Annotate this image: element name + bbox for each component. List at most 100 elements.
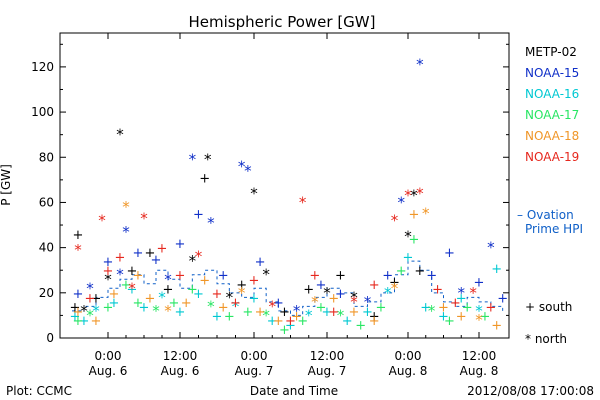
data-point-metp-02: * bbox=[404, 227, 412, 245]
data-point-metp-02: + bbox=[127, 264, 138, 279]
legend: METP-02 NOAA-15 NOAA-16 NOAA-17 NOAA-18 NOAA-… bbox=[525, 45, 579, 164]
data-point-metp-02: * bbox=[350, 288, 358, 306]
data-point-noaa-18: * bbox=[391, 279, 399, 297]
data-point-noaa-19: + bbox=[212, 287, 223, 302]
data-point-noaa-19: + bbox=[103, 264, 114, 279]
data-point-noaa-16: * bbox=[158, 288, 166, 306]
data-point-noaa-16: + bbox=[342, 314, 353, 329]
data-point-noaa-16: * bbox=[475, 302, 483, 320]
data-point-noaa-19: * bbox=[469, 284, 477, 302]
data-point-noaa-15: + bbox=[497, 291, 508, 306]
data-point-noaa-15: * bbox=[122, 223, 130, 241]
data-point-noaa-16: + bbox=[491, 262, 502, 277]
data-point-noaa-16: * bbox=[305, 306, 313, 324]
data-point-noaa-17: + bbox=[279, 323, 290, 338]
data-point-noaa-17: + bbox=[187, 282, 198, 297]
data-point-noaa-18: + bbox=[491, 318, 502, 333]
data-point-metp-02: + bbox=[163, 282, 174, 297]
data-point-noaa-16: + bbox=[456, 291, 467, 306]
data-point-noaa-16: + bbox=[438, 309, 449, 324]
data-point-noaa-16: + bbox=[139, 300, 150, 315]
data-point-metp-02: + bbox=[91, 291, 102, 306]
data-point-noaa-19: * bbox=[391, 212, 399, 230]
data-point-noaa-19: * bbox=[74, 241, 82, 259]
legend-entry-noaa-19: NOAA-19 bbox=[525, 150, 579, 164]
data-point-noaa-15: + bbox=[273, 296, 284, 311]
data-point-metp-02: + bbox=[335, 269, 346, 284]
data-point-noaa-18: + bbox=[73, 305, 84, 320]
data-point-metp-02: * bbox=[116, 126, 124, 144]
data-point-noaa-15: * bbox=[238, 157, 246, 175]
data-point-noaa-15: * bbox=[189, 151, 197, 169]
data-point-noaa-17: + bbox=[376, 300, 387, 315]
y-tick-label: 20 bbox=[39, 286, 54, 300]
data-point-noaa-19: * bbox=[299, 193, 307, 211]
data-point-noaa-19: + bbox=[285, 314, 296, 329]
data-point-noaa-16: * bbox=[232, 297, 240, 315]
data-point-noaa-16: + bbox=[285, 318, 296, 333]
x-tick-date: Aug. 7 bbox=[308, 364, 347, 378]
data-point-metp-02: + bbox=[303, 282, 314, 297]
data-point-noaa-15: + bbox=[193, 208, 204, 223]
data-point-noaa-17: + bbox=[121, 278, 132, 293]
data-point-noaa-18: + bbox=[456, 309, 467, 324]
data-point-noaa-18: * bbox=[164, 302, 172, 320]
y-axis-ticks: 0 20 40 60 80 100 120 bbox=[31, 43, 509, 345]
data-point-noaa-18: + bbox=[328, 291, 339, 306]
data-point-noaa-17: + bbox=[169, 296, 180, 311]
data-point-metp-02: + bbox=[369, 309, 380, 324]
x-tick-date: Aug. 8 bbox=[389, 364, 428, 378]
data-point-noaa-17: + bbox=[133, 296, 144, 311]
data-point-noaa-18: + bbox=[369, 314, 380, 329]
data-point-noaa-19: + bbox=[432, 282, 443, 297]
data-point-noaa-16: + bbox=[249, 291, 260, 306]
data-points: ++*+**+++*+**+**++ *+*++**++ *+**+ +*+*+ *+*… bbox=[70, 56, 509, 338]
data-point-noaa-15: * bbox=[244, 162, 252, 180]
y-tick-label: 100 bbox=[31, 105, 54, 119]
data-point-noaa-17: + bbox=[462, 300, 473, 315]
data-point-metp-02: + bbox=[389, 276, 400, 291]
data-point-noaa-15: + bbox=[474, 276, 485, 291]
data-point-noaa-19: + bbox=[157, 242, 168, 257]
data-point-noaa-16: + bbox=[70, 309, 81, 324]
data-point-noaa-18: * bbox=[122, 198, 130, 216]
data-point-noaa-17: * bbox=[337, 306, 345, 324]
data-point-noaa-19: + bbox=[309, 269, 320, 284]
data-point-noaa-17: + bbox=[103, 300, 114, 315]
data-point-noaa-17: + bbox=[297, 314, 308, 329]
ovation-line bbox=[72, 260, 504, 316]
data-point-noaa-17: * bbox=[86, 306, 94, 324]
y-tick-label: 40 bbox=[39, 241, 54, 255]
data-point-noaa-19: + bbox=[328, 305, 339, 320]
data-point-noaa-18: + bbox=[438, 300, 449, 315]
data-point-noaa-16: + bbox=[267, 314, 278, 329]
data-point-noaa-18: + bbox=[218, 300, 229, 315]
y-tick-label: 120 bbox=[31, 60, 54, 74]
data-point-metp-02: * bbox=[104, 270, 112, 288]
data-point-noaa-17: + bbox=[315, 300, 326, 315]
y-tick-label: 0 bbox=[46, 331, 54, 345]
data-point-noaa-16: + bbox=[362, 305, 373, 320]
data-point-noaa-16: + bbox=[127, 282, 138, 297]
data-point-noaa-15: + bbox=[73, 287, 84, 302]
x-tick-time: 0:00 bbox=[395, 349, 422, 363]
data-point-noaa-17: + bbox=[224, 309, 235, 324]
data-point-noaa-15: * bbox=[398, 193, 406, 211]
x-tick-date: Aug. 6 bbox=[161, 364, 200, 378]
data-point-metp-02: + bbox=[236, 278, 247, 293]
data-point-noaa-17: * bbox=[152, 302, 160, 320]
data-point-noaa-17: * bbox=[207, 297, 215, 315]
data-point-noaa-15: * bbox=[487, 239, 495, 257]
data-point-noaa-18: + bbox=[91, 314, 102, 329]
data-point-noaa-18: * bbox=[311, 293, 319, 311]
footer-timestamp: 2012/08/08 17:00:08 bbox=[467, 384, 594, 398]
data-point-noaa-15: * bbox=[416, 56, 424, 74]
y-axis-label: P [GW] bbox=[0, 164, 13, 206]
data-point-noaa-18: + bbox=[109, 287, 120, 302]
data-point-metp-02: * bbox=[410, 187, 418, 205]
data-point-metp-02: * bbox=[80, 302, 88, 320]
x-axis-label: Date and Time bbox=[250, 384, 338, 398]
data-point-metp-02: * bbox=[250, 184, 258, 202]
